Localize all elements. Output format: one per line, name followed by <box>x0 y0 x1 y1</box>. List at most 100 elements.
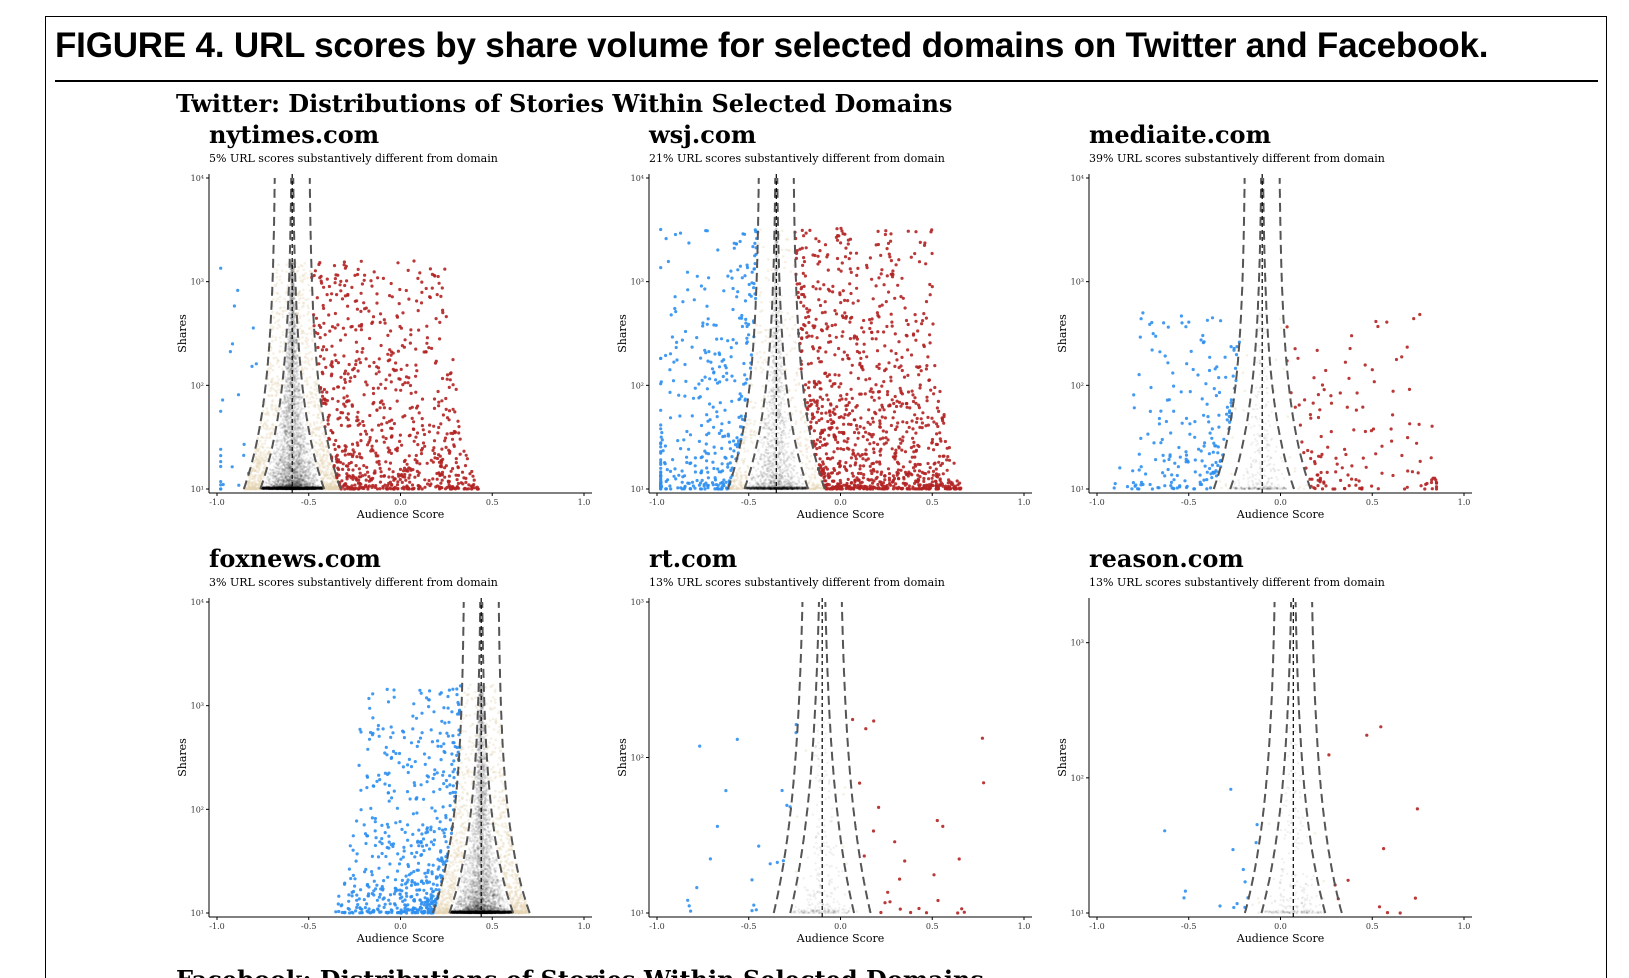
data-point <box>284 433 288 436</box>
data-point <box>288 487 291 491</box>
data-point <box>289 483 292 487</box>
data-point <box>286 485 289 489</box>
data-point <box>302 487 305 491</box>
data-point <box>291 458 294 461</box>
data-point <box>288 465 291 468</box>
data-point <box>287 462 290 465</box>
data-point <box>299 418 302 421</box>
data-point <box>285 487 288 490</box>
data-point <box>293 486 296 489</box>
data-point <box>298 487 301 490</box>
data-point <box>271 487 274 491</box>
data-point <box>307 453 310 457</box>
data-point <box>280 480 283 483</box>
data-point <box>305 487 309 490</box>
data-point <box>279 449 282 452</box>
data-point <box>302 478 306 481</box>
data-point <box>274 458 277 461</box>
data-point <box>294 452 297 455</box>
data-point <box>293 420 296 424</box>
data-point <box>277 455 280 458</box>
data-point <box>298 480 301 484</box>
data-point <box>307 478 311 482</box>
data-point <box>291 290 294 293</box>
data-point <box>300 434 303 437</box>
data-point <box>288 328 291 331</box>
data-point <box>292 276 295 279</box>
data-point <box>288 358 291 361</box>
data-point <box>283 440 286 443</box>
data-point <box>302 451 305 454</box>
data-point <box>293 417 296 420</box>
data-point <box>295 470 298 473</box>
data-point <box>263 487 266 491</box>
data-point <box>311 476 314 480</box>
data-point <box>303 474 307 477</box>
data-point <box>288 408 291 411</box>
data-point <box>292 286 295 290</box>
data-point <box>288 372 292 375</box>
data-point <box>291 318 294 322</box>
data-point <box>305 474 308 478</box>
data-point <box>283 487 286 490</box>
data-point <box>274 453 277 456</box>
data-point <box>293 426 296 430</box>
data-point <box>286 483 289 486</box>
data-point <box>288 364 291 367</box>
data-point <box>287 363 290 366</box>
data-point <box>283 455 286 458</box>
data-point <box>288 357 292 360</box>
data-point <box>282 398 285 402</box>
data-point <box>291 303 294 306</box>
data-point <box>293 297 296 300</box>
data-point <box>271 476 275 479</box>
data-point <box>294 486 297 490</box>
data-point <box>271 487 274 491</box>
data-point <box>292 418 296 421</box>
data-point <box>304 483 308 487</box>
data-point <box>289 448 292 451</box>
data-point <box>282 461 285 465</box>
data-point <box>297 381 300 385</box>
data-point <box>295 462 298 465</box>
data-point <box>287 335 290 339</box>
data-point <box>296 487 300 491</box>
data-point <box>284 487 288 490</box>
data-point <box>294 474 297 477</box>
data-point <box>288 349 292 353</box>
data-point <box>292 480 295 484</box>
data-point <box>283 427 287 431</box>
data-point <box>297 473 300 477</box>
data-point <box>270 483 273 486</box>
data-point <box>305 487 308 491</box>
data-point <box>307 487 310 491</box>
data-point <box>292 309 296 312</box>
data-point <box>279 458 282 462</box>
data-point <box>298 457 301 460</box>
data-point <box>287 479 290 482</box>
data-point <box>297 441 301 444</box>
data-point <box>281 419 284 422</box>
data-point <box>285 487 289 491</box>
data-point <box>287 475 291 478</box>
data-point <box>293 418 297 422</box>
data-point <box>298 426 301 429</box>
data-point <box>288 486 292 490</box>
data-point <box>278 477 281 480</box>
data-point <box>291 409 295 412</box>
data-point <box>272 460 275 464</box>
data-point <box>284 473 287 476</box>
data-point <box>285 408 288 412</box>
data-point <box>272 481 276 484</box>
data-point <box>289 384 292 387</box>
data-point <box>295 362 298 366</box>
data-point <box>280 486 283 489</box>
data-point <box>301 479 304 482</box>
data-point <box>289 314 292 317</box>
data-point <box>291 486 294 490</box>
data-point <box>275 461 278 464</box>
data-point <box>299 481 302 485</box>
data-point <box>267 487 270 491</box>
data-point <box>294 471 298 474</box>
data-point <box>296 426 299 430</box>
